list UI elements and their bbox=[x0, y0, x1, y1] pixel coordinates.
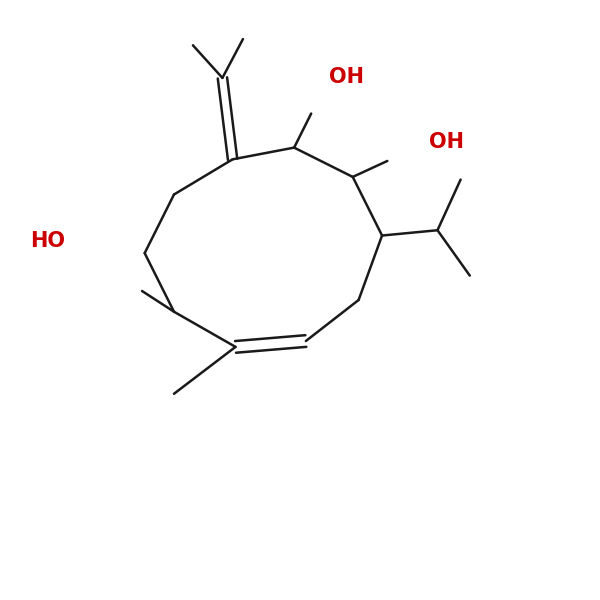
Text: OH: OH bbox=[429, 132, 464, 152]
Text: OH: OH bbox=[329, 67, 364, 87]
Text: HO: HO bbox=[31, 232, 65, 251]
